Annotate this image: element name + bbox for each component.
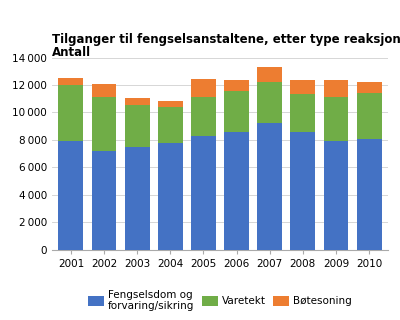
Bar [92, 84, 116, 97]
Bar [158, 107, 183, 143]
Bar [357, 82, 382, 92]
Bar [290, 80, 315, 94]
Bar [324, 97, 348, 140]
Bar [257, 82, 282, 124]
Bar [58, 78, 83, 85]
Bar [257, 67, 282, 82]
Bar [58, 141, 83, 250]
Bar [224, 132, 249, 250]
Bar [92, 151, 116, 250]
Legend: Fengselsdom og
forvaring/sikring, Varetekt, Bøtesoning: Fengselsdom og forvaring/sikring, Varete… [84, 285, 356, 316]
Bar [224, 80, 249, 91]
Bar [92, 97, 116, 151]
Bar [357, 92, 382, 139]
Bar [191, 79, 216, 97]
Bar [125, 148, 150, 250]
Text: Antall: Antall [52, 46, 91, 59]
Bar [125, 98, 150, 105]
Bar [257, 124, 282, 250]
Bar [224, 91, 249, 132]
Bar [324, 80, 348, 97]
Bar [290, 132, 315, 250]
Bar [191, 136, 216, 250]
Bar [125, 105, 150, 148]
Bar [324, 140, 348, 250]
Bar [290, 94, 315, 132]
Bar [58, 85, 83, 141]
Bar [357, 139, 382, 250]
Bar [158, 101, 183, 107]
Bar [191, 97, 216, 136]
Text: Tilganger til fengselsanstaltene, etter type reaksjon. 2001-2010.: Tilganger til fengselsanstaltene, etter … [52, 33, 400, 46]
Bar [158, 143, 183, 250]
